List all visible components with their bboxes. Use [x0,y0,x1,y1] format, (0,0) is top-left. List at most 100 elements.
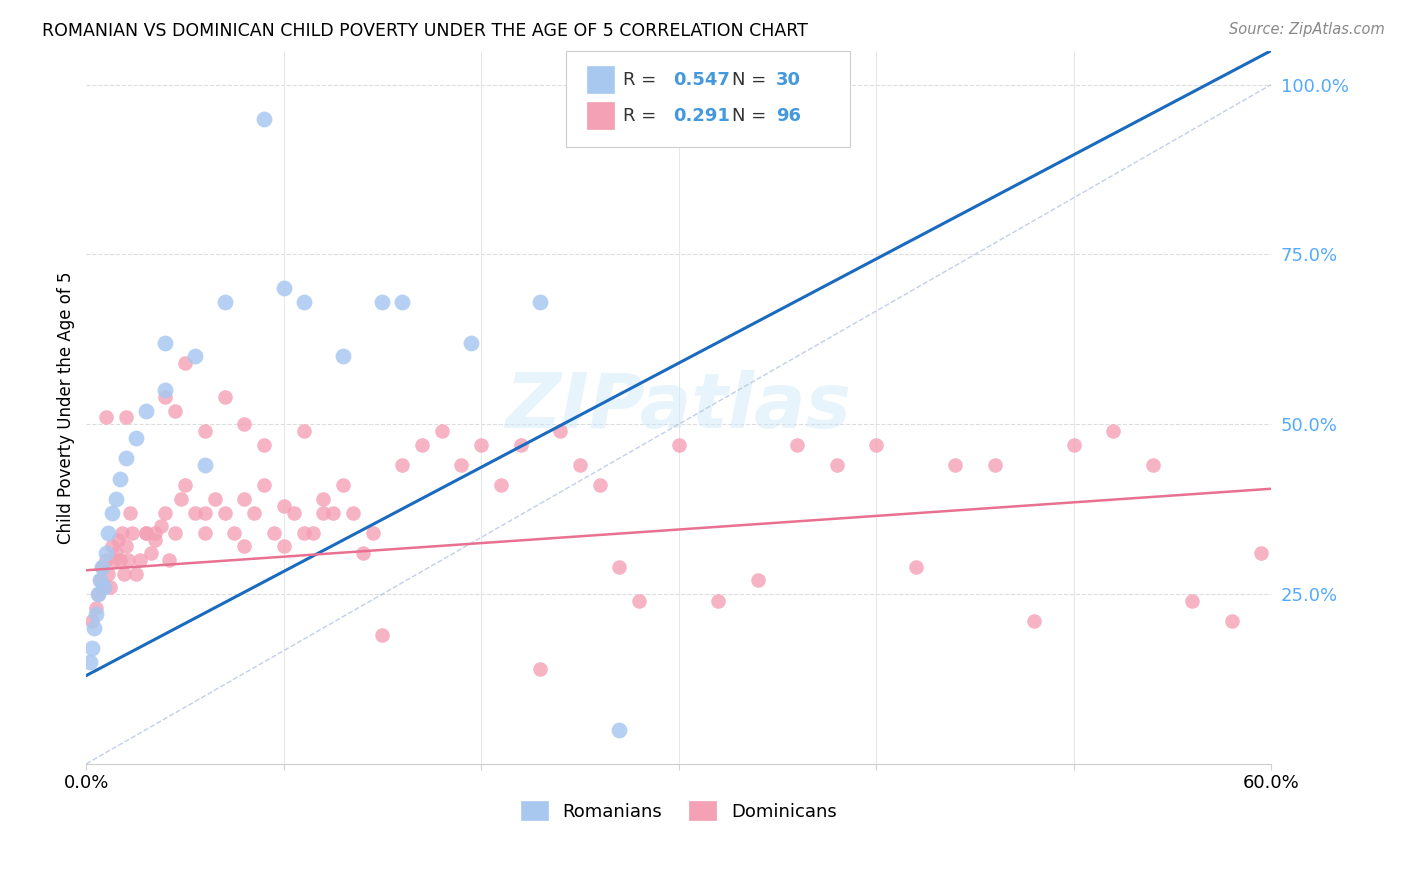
Point [112,566,135,581]
Point [91,559,114,574]
Point [108,553,131,567]
Point [292,295,315,310]
Point [114,540,136,554]
Point [529,662,551,676]
Point [283,506,305,520]
Point [322,506,344,520]
Point [825,458,848,472]
Point [1142,458,1164,472]
Point [233,491,256,506]
Text: 96: 96 [776,106,801,125]
Point [352,546,374,560]
Point [529,295,551,310]
Point [87,587,110,601]
Point [145,533,167,547]
Point [361,525,384,540]
Point [101,506,124,520]
Text: Source: ZipAtlas.com: Source: ZipAtlas.com [1229,22,1385,37]
Point [89,574,111,588]
Point [128,553,150,567]
Point [292,525,315,540]
Point [155,390,177,404]
Point [97,525,120,540]
Point [184,349,207,363]
Point [332,478,354,492]
Point [94,553,117,567]
Point [135,525,157,540]
Point [87,587,110,601]
Point [93,580,115,594]
Point [94,546,117,560]
Point [107,533,129,547]
Point [145,525,167,540]
Point [391,458,413,472]
Point [104,546,127,560]
Point [273,281,295,295]
Point [253,478,276,492]
Point [312,506,335,520]
Point [273,540,295,554]
Point [263,525,285,540]
Point [155,335,177,350]
Point [165,525,187,540]
Point [194,525,217,540]
Point [332,349,354,363]
Point [118,506,141,520]
Point [114,410,136,425]
Point [568,458,591,472]
Point [747,574,769,588]
Point [371,295,394,310]
Text: ROMANIAN VS DOMINICAN CHILD POVERTY UNDER THE AGE OF 5 CORRELATION CHART: ROMANIAN VS DOMINICAN CHILD POVERTY UNDE… [42,22,808,40]
Point [1063,437,1085,451]
Point [1181,594,1204,608]
Point [214,506,236,520]
Point [707,594,730,608]
Y-axis label: Child Poverty Under the Age of 5: Child Poverty Under the Age of 5 [58,271,75,543]
Point [135,525,157,540]
Text: ZIPatlas: ZIPatlas [506,370,852,444]
Point [509,437,531,451]
Point [157,553,180,567]
Point [589,478,612,492]
Text: N =: N = [733,106,772,125]
Point [84,600,107,615]
Point [82,641,104,656]
Point [253,437,276,451]
Point [114,451,136,466]
FancyBboxPatch shape [588,102,613,129]
Point [292,424,315,438]
Point [609,723,631,737]
Point [1102,424,1125,438]
Point [121,525,143,540]
Point [108,472,131,486]
Point [98,580,121,594]
Point [111,525,134,540]
Point [91,559,114,574]
Point [174,356,197,370]
Point [79,655,101,669]
Point [430,424,453,438]
Point [194,424,217,438]
Point [943,458,966,472]
Point [983,458,1005,472]
Point [165,403,187,417]
Point [170,491,193,506]
Point [233,540,256,554]
Point [450,458,472,472]
Point [302,525,325,540]
Text: R =: R = [623,71,662,89]
Point [135,403,157,417]
Point [1250,546,1272,560]
Text: 0.547: 0.547 [672,71,730,89]
Point [97,566,120,581]
Point [101,540,124,554]
Point [194,458,217,472]
Point [124,566,146,581]
Point [312,491,335,506]
Point [214,390,236,404]
Point [204,491,226,506]
Point [668,437,690,451]
Point [224,525,246,540]
Point [104,491,127,506]
Point [194,506,217,520]
